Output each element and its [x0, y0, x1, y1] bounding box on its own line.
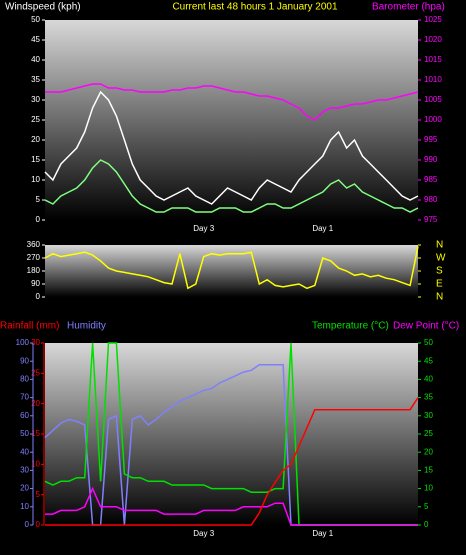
y-tick-label: W — [436, 253, 446, 264]
y-tick-label: 1020 — [424, 35, 442, 44]
y-tick-label: 1000 — [424, 115, 442, 124]
series-line — [44, 90, 419, 205]
y-tick-label: 20 — [20, 484, 29, 493]
y-tick-label: 30 — [31, 338, 40, 347]
y-tick-label: 0 — [36, 215, 41, 224]
y-tick-label: 15 — [424, 466, 433, 475]
chart-title: Current last 48 hours 1 January 2001 — [172, 2, 338, 13]
y-tick-label: 30 — [424, 411, 433, 420]
y-tick-label: 60 — [20, 411, 29, 420]
y-tick-label: 70 — [20, 393, 29, 402]
y2-axis-label: Barometer (hpa) — [372, 2, 445, 13]
y-tick-label: 995 — [424, 135, 438, 144]
y-tick-label: 50 — [31, 15, 40, 24]
y-tick-label: 15 — [31, 429, 40, 438]
y-tick-label: 90 — [31, 279, 40, 288]
x-tick-label: Day 3 — [193, 224, 214, 233]
y-tick-label: 5 — [424, 502, 429, 511]
series-line — [45, 83, 419, 121]
y-tick-label: 40 — [20, 447, 29, 456]
y-tick-label: 25 — [424, 429, 433, 438]
y-tick-label: 10 — [31, 459, 40, 468]
y-tick-label: 20 — [31, 135, 40, 144]
legend-label: Dew Point (°C) — [393, 321, 459, 332]
y-tick-label: 90 — [20, 356, 29, 365]
y-tick-label: E — [436, 279, 443, 290]
plot-area — [45, 20, 418, 220]
y-tick-label: 10 — [31, 175, 40, 184]
y-tick-label: 0 — [36, 292, 41, 301]
y-tick-label: 10 — [424, 484, 433, 493]
legend-label: Humidity — [67, 321, 106, 332]
y-tick-label: 45 — [31, 35, 40, 44]
y-tick-label: 40 — [424, 375, 433, 384]
series-line — [45, 397, 419, 526]
y-tick-label: 1015 — [424, 55, 442, 64]
y-tick-label: 0 — [36, 520, 41, 529]
y-tick-label: 50 — [424, 338, 433, 347]
y-tick-label: 35 — [31, 75, 40, 84]
y-tick-label: 50 — [20, 429, 29, 438]
y-tick-label: 5 — [36, 195, 41, 204]
y-tick-label: 180 — [27, 266, 41, 275]
y-tick-label: 25 — [31, 115, 40, 124]
legend-label: Rainfall (mm) — [0, 321, 59, 332]
y-tick-label: 80 — [20, 375, 29, 384]
y-tick-label: 0 — [25, 520, 30, 529]
y-tick-label: 20 — [31, 399, 40, 408]
y-tick-label: 1025 — [424, 15, 442, 24]
y-tick-label: 20 — [424, 447, 433, 456]
y-tick-label: 0 — [424, 520, 429, 529]
x-tick-label: Day 3 — [193, 529, 214, 538]
legend-label: Temperature (°C) — [312, 321, 389, 332]
y-tick-label: 1005 — [424, 95, 442, 104]
y-tick-label: S — [436, 266, 443, 277]
y-tick-label: 990 — [424, 155, 438, 164]
y-tick-label: 1010 — [424, 75, 442, 84]
y-tick-label: 270 — [27, 253, 41, 262]
y-tick-label: 360 — [27, 240, 41, 249]
y-tick-label: 10 — [20, 502, 29, 511]
series-line — [44, 159, 419, 213]
y-axis-label: Windspeed (kph) — [5, 2, 81, 13]
series-line — [44, 246, 419, 290]
y-tick-label: N — [436, 292, 443, 303]
y-tick-label: 40 — [31, 55, 40, 64]
x-tick-label: Day 1 — [312, 529, 333, 538]
y-tick-label: 980 — [424, 195, 438, 204]
y-tick-label: 15 — [31, 155, 40, 164]
y-tick-label: 30 — [31, 95, 40, 104]
y-tick-label: 30 — [20, 466, 29, 475]
y-tick-label: 5 — [36, 490, 41, 499]
y-tick-label: 45 — [424, 356, 433, 365]
y-tick-label: 35 — [424, 393, 433, 402]
y-tick-label: 985 — [424, 175, 438, 184]
series-line — [45, 486, 418, 526]
plot-area — [45, 245, 418, 297]
y-tick-label: 975 — [424, 215, 438, 224]
x-tick-label: Day 1 — [312, 224, 333, 233]
y-tick-label: 25 — [31, 368, 40, 377]
plot-area — [45, 343, 418, 525]
y-tick-label: N — [436, 240, 443, 251]
y-tick-label: 100 — [16, 338, 30, 347]
